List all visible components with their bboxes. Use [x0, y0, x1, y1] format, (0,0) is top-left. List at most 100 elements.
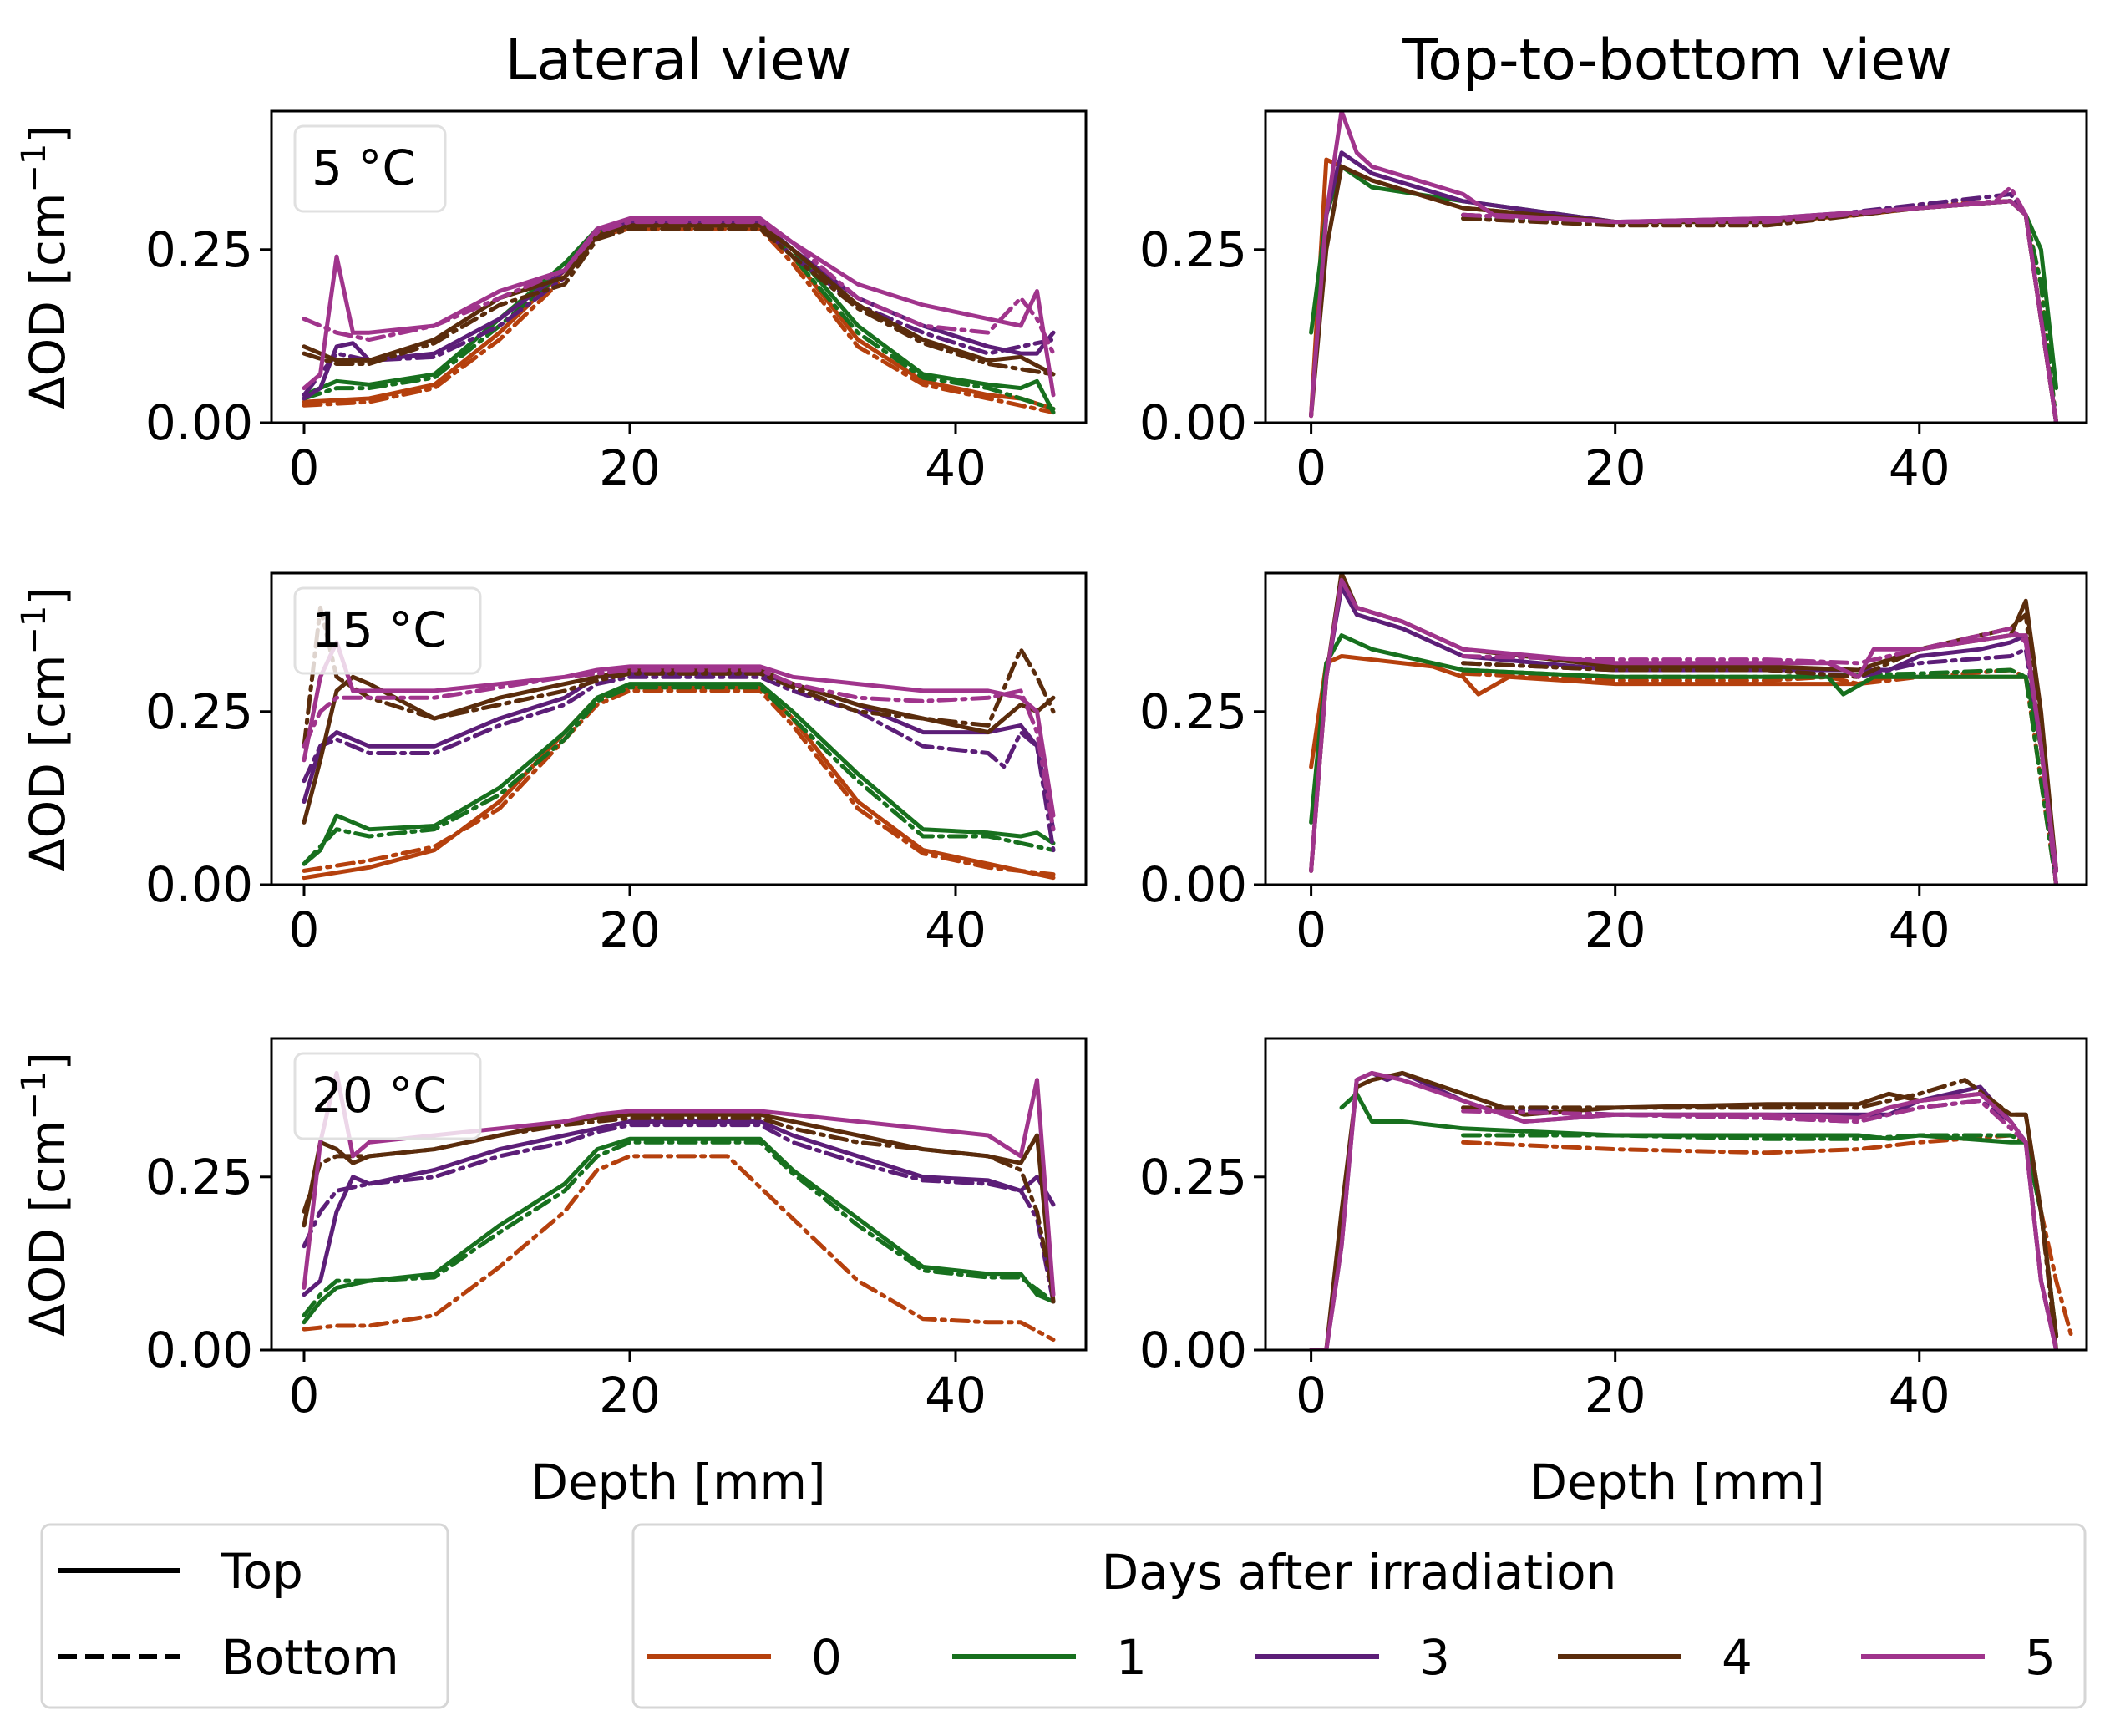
series-line-day4-top [1309, 573, 2059, 873]
series-line-day0-bottom [1461, 1133, 2074, 1338]
legend-day-5-label: 5 [2025, 1629, 2056, 1686]
legend-day-3-label: 3 [1419, 1629, 1450, 1686]
x-tick-label-0: 0 [289, 439, 320, 496]
series-line-day3-top [302, 1119, 1056, 1297]
legend-day-4-label: 4 [1722, 1629, 1752, 1686]
panel-frame-lateral-5C [270, 109, 1088, 424]
y-tick-label-0.25: 0.25 [1139, 1149, 1247, 1206]
y-tick-label-0.25: 0.25 [1139, 221, 1247, 278]
x-tick-label-40: 40 [1889, 439, 1950, 496]
x-tick-label-0: 0 [289, 901, 320, 958]
y-axis-label-superscript: −1 [15, 1071, 53, 1120]
y-axis-label-superscript: −1 [15, 606, 53, 655]
y-tick-label-0.25: 0.25 [1139, 683, 1247, 740]
series-line-day3-bottom [302, 674, 1056, 853]
series-line-day0-bottom [1461, 667, 2059, 885]
y-axis-label-main: ΔOD [cm [19, 655, 76, 871]
x-tick-label-20: 20 [1585, 1367, 1646, 1424]
panel-top-to-bottom-5C: 0 20 40 0.00 0.25 [1139, 109, 2088, 496]
panel-top-to-bottom-20C: 0 20 40 0.00 0.25 [1139, 1037, 2088, 1424]
y-tick-label-0: 0.00 [145, 1322, 253, 1378]
y-tick-label-0: 0.00 [145, 394, 253, 451]
series-line-day3-bottom [302, 1123, 1056, 1304]
series-line-day5-top [302, 640, 1056, 818]
x-tick-label-40: 40 [925, 901, 987, 958]
series-line-day0-top [1309, 654, 2059, 873]
series-line-day4-bottom [1461, 199, 2059, 423]
temperature-label-lateral-20C: 20 °C [312, 1067, 447, 1124]
series-line-day1-top [302, 682, 1056, 866]
panel-frame-top-to-bottom-15C [1264, 571, 2088, 886]
y-tick-label-0.25: 0.25 [145, 683, 253, 740]
legend-line-style: Top Bottom [40, 1523, 449, 1709]
series-group-top-to-bottom-20C [1309, 1070, 2074, 1350]
series-line-day4-bottom [302, 226, 1056, 377]
x-tick-label-0: 0 [1296, 901, 1326, 958]
y-tick-label-0: 0.00 [1139, 394, 1247, 451]
x-tick-label-40: 40 [1889, 1367, 1950, 1424]
series-line-day1-bottom [302, 685, 1056, 866]
series-line-day1-bottom [302, 1140, 1056, 1318]
legend-day-0-label: 0 [811, 1629, 842, 1686]
y-axis-label-close: ] [19, 586, 76, 606]
series-line-day5-bottom [1461, 626, 2059, 885]
x-tick-label-40: 40 [925, 439, 987, 496]
series-line-day1-bottom [1461, 199, 2059, 423]
temperature-box-lateral-5C [293, 124, 447, 213]
y-tick-label-0.25: 0.25 [145, 221, 253, 278]
series-group-lateral-20C [302, 1070, 1056, 1343]
series-line-day1-top [1339, 1091, 2059, 1338]
series-group-lateral-5C [302, 216, 1056, 415]
panel-frame-lateral-15C [270, 571, 1088, 886]
legend-days-title: Days after irradiation [1102, 1544, 1617, 1601]
temperature-label-lateral-5C: 5 °C [312, 140, 416, 196]
series-group-top-to-bottom-15C [1309, 573, 2059, 885]
y-axis-label-lateral-5C: ΔOD [cm−1] [15, 124, 76, 409]
x-tick-label-0: 0 [1296, 439, 1326, 496]
legend-day-1-label: 1 [1116, 1629, 1147, 1686]
panel-lateral-15C: 0 20 40 0.00 0.25 ΔOD [cm−1] 15 °C [15, 571, 1088, 958]
series-line-day1-bottom [302, 223, 1056, 411]
series-line-day4-bottom [302, 1115, 1056, 1297]
series-line-day0-bottom [1461, 199, 2059, 423]
series-line-day4-bottom [1461, 1078, 2059, 1350]
series-line-day5-top [1309, 1070, 2059, 1350]
x-tick-label-0: 0 [1296, 1367, 1326, 1424]
series-line-day5-bottom [1461, 185, 2059, 423]
series-line-day1-bottom [1461, 667, 2059, 885]
legend-top-label: Top [221, 1543, 303, 1600]
series-line-day4-top [302, 223, 1056, 377]
x-tick-label-20: 20 [599, 901, 661, 958]
series-line-day0-bottom [302, 688, 1056, 877]
panel-lateral-5C: 0 20 40 0.00 0.25 ΔOD [cm−1] 5 °C [15, 109, 1088, 496]
panel-frame-top-to-bottom-20C [1264, 1037, 2088, 1352]
y-axis-label-lateral-15C: ΔOD [cm−1] [15, 586, 76, 871]
column-title-top-to-bottom: Top-to-bottom view [1402, 28, 1952, 94]
temperature-label-lateral-15C: 15 °C [312, 602, 447, 658]
series-line-day5-bottom [302, 220, 1056, 356]
y-tick-label-0: 0.00 [1139, 1322, 1247, 1378]
temperature-box-lateral-15C [293, 586, 482, 675]
series-line-day5-top [302, 216, 1056, 398]
series-line-day5-top [302, 1070, 1056, 1297]
x-tick-label-20: 20 [1585, 439, 1646, 496]
y-tick-label-0: 0.00 [145, 856, 253, 913]
column-title-lateral: Lateral view [505, 28, 852, 94]
x-tick-label-0: 0 [289, 1367, 320, 1424]
series-line-day3-bottom [1461, 192, 2059, 423]
y-axis-label-superscript: −1 [15, 144, 53, 193]
legend-days: Days after irradiation 0 1 3 4 5 [631, 1523, 2087, 1709]
panel-frame-lateral-20C [270, 1037, 1088, 1352]
y-axis-label-lateral-20C: ΔOD [cm−1] [15, 1052, 76, 1337]
x-tick-label-40: 40 [925, 1367, 987, 1424]
panel-top-to-bottom-15C: 0 20 40 0.00 0.25 [1139, 571, 2088, 958]
y-axis-label-close: ] [19, 124, 76, 144]
x-tick-label-20: 20 [599, 439, 661, 496]
series-line-day5-bottom [1461, 1099, 2059, 1350]
legend-bottom-label: Bottom [221, 1629, 399, 1686]
series-line-day5-bottom [302, 667, 1056, 832]
y-axis-label-close: ] [19, 1052, 76, 1071]
series-group-lateral-15C [302, 605, 1056, 881]
series-line-day0-top [1309, 157, 2059, 423]
